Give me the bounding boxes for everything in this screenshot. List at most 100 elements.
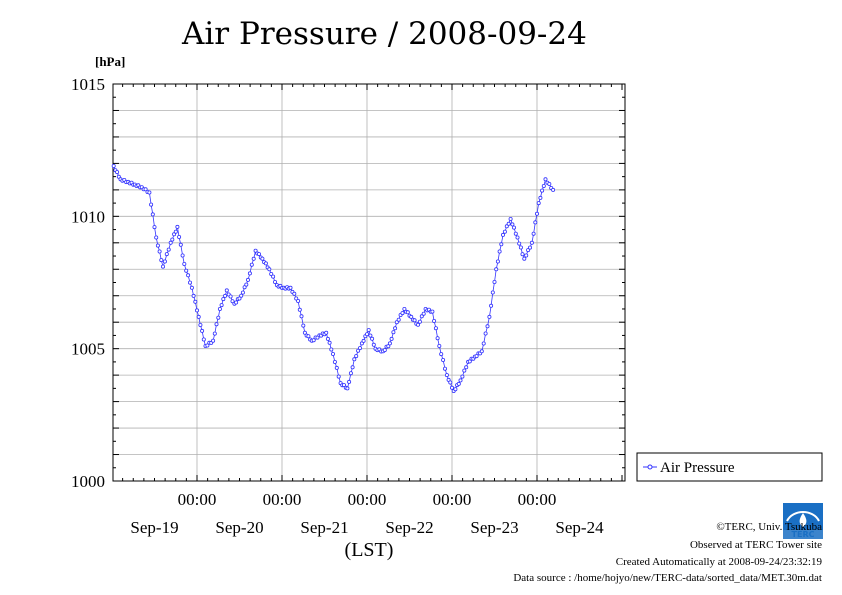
x-axis-label: (LST)	[345, 539, 394, 561]
data-point	[432, 318, 437, 323]
legend-box	[636, 452, 823, 482]
data-point	[405, 310, 410, 315]
data-point	[522, 256, 527, 261]
data-point	[271, 274, 276, 279]
data-point	[354, 354, 359, 359]
data-point	[421, 311, 426, 316]
data-point	[433, 326, 438, 331]
data-point	[230, 299, 235, 304]
data-point	[198, 322, 203, 327]
data-point	[361, 338, 366, 343]
data-point	[170, 237, 175, 242]
data-point	[180, 253, 185, 258]
data-point	[269, 271, 274, 276]
data-point	[159, 258, 164, 263]
data-point	[538, 195, 543, 200]
data-point	[393, 326, 398, 331]
data-point	[467, 359, 472, 364]
data-point	[178, 242, 183, 247]
data-point	[347, 379, 352, 384]
data-point	[251, 256, 256, 261]
credit-created: Created Automatically at 2008-09-24/23:3…	[615, 556, 822, 568]
data-point	[483, 331, 488, 336]
data-point	[531, 231, 536, 236]
data-point	[462, 368, 467, 373]
data-point	[487, 314, 492, 319]
data-point	[396, 317, 401, 322]
data-point	[239, 293, 244, 298]
data-point	[152, 225, 157, 230]
series-line	[113, 165, 554, 392]
data-point	[177, 234, 182, 239]
data-point	[249, 262, 254, 267]
data-point	[441, 357, 446, 362]
data-point	[216, 315, 221, 320]
data-point	[272, 279, 277, 284]
data-point	[536, 201, 541, 206]
logo-text: TERC	[791, 530, 815, 539]
x-time-label: 00:00	[433, 490, 472, 509]
data-point	[205, 343, 210, 348]
data-point	[288, 285, 293, 290]
data-point	[228, 294, 233, 299]
data-point	[330, 351, 335, 356]
data-point	[245, 277, 250, 282]
data-point	[547, 181, 552, 186]
data-point	[417, 319, 422, 324]
data-point	[200, 328, 205, 333]
data-point	[211, 338, 216, 343]
data-point	[497, 249, 502, 254]
y-unit-label: [hPa]	[95, 54, 126, 69]
data-point	[306, 334, 311, 339]
data-point	[366, 328, 371, 333]
data-point	[150, 212, 155, 217]
data-point	[439, 352, 444, 357]
data-point	[311, 338, 316, 343]
x-date-label: Sep-20	[215, 518, 263, 537]
data-point	[191, 293, 196, 298]
data-point	[415, 322, 420, 327]
data-point	[458, 378, 463, 383]
data-point	[175, 224, 180, 229]
data-point	[201, 337, 206, 342]
data-point	[430, 309, 435, 314]
data-point	[256, 252, 261, 257]
data-point	[526, 248, 531, 253]
data-point	[356, 348, 361, 353]
data-point	[382, 348, 387, 353]
data-point	[154, 235, 159, 240]
data-point	[449, 385, 454, 390]
data-point	[324, 330, 329, 335]
data-point	[489, 303, 494, 308]
series-air-pressure	[111, 163, 556, 393]
data-point	[541, 183, 546, 188]
data-point	[504, 224, 509, 229]
data-point	[194, 308, 199, 313]
data-point	[517, 241, 522, 246]
data-point	[412, 318, 417, 323]
x-date-label: Sep-19	[130, 518, 178, 537]
data-point	[444, 373, 449, 378]
y-tick-label: 1005	[71, 340, 105, 359]
x-time-label: 00:00	[518, 490, 557, 509]
data-point	[435, 336, 440, 341]
data-point	[506, 221, 511, 226]
chart-title: Air Pressure / 2008-09-24	[182, 16, 587, 52]
data-point	[551, 187, 556, 192]
data-point	[508, 216, 513, 221]
data-point	[327, 340, 332, 345]
data-point	[143, 187, 148, 192]
data-point	[187, 280, 192, 285]
tick-labels: 1000 1005 1010 1015 00:00 00:00 00:00 00:00 00:0…	[71, 75, 604, 537]
data-point	[189, 285, 194, 290]
data-point	[394, 320, 399, 325]
data-point	[495, 259, 500, 264]
data-point	[296, 298, 301, 303]
data-point	[386, 344, 391, 349]
legend-marker	[647, 464, 653, 470]
data-point	[402, 306, 407, 311]
data-point	[389, 336, 394, 341]
data-point	[247, 271, 252, 276]
data-point	[155, 243, 160, 248]
